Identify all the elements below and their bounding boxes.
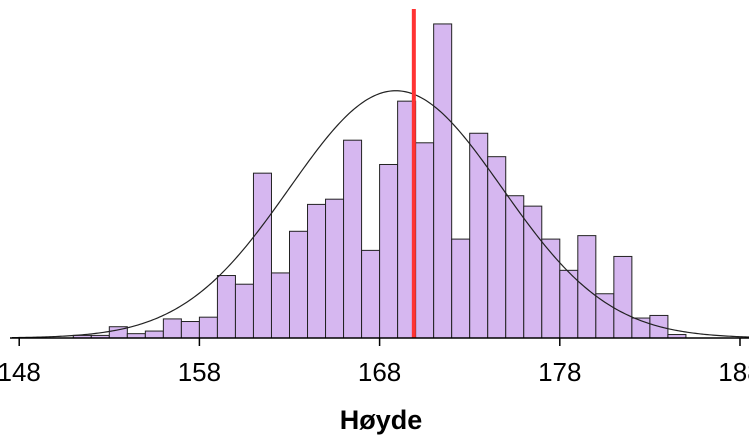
histogram-bar: [252, 172, 272, 339]
histogram-bar: [451, 238, 471, 339]
histogram-bar: [433, 23, 453, 339]
histogram-bar: [523, 205, 543, 339]
x-tick-label: 158: [178, 357, 221, 387]
histogram-bar: [343, 139, 363, 339]
histogram-bar: [505, 195, 525, 339]
normal-curve: [11, 90, 749, 339]
histogram-bar: [559, 269, 579, 339]
histogram-bar: [180, 321, 200, 339]
x-tick-label: 148: [0, 357, 41, 387]
histogram-bar: [541, 238, 561, 339]
histogram-bar: [595, 293, 615, 339]
histogram-bar: [415, 142, 435, 339]
histogram-bar: [289, 230, 309, 339]
histogram-bar: [361, 249, 381, 339]
histogram-bar: [577, 235, 597, 339]
histogram-bar: [270, 272, 291, 339]
histogram-bar: [234, 283, 254, 339]
histogram-bar: [216, 275, 236, 339]
histogram-bar: [144, 330, 164, 339]
histogram-bar: [307, 203, 327, 339]
histogram-bar: [487, 156, 507, 339]
histogram-bar: [325, 198, 345, 339]
x-axis-title: Høyde: [340, 405, 423, 435]
histogram-bars: [72, 23, 687, 339]
histogram-bar: [379, 163, 399, 339]
x-tick-label: 188: [718, 357, 749, 387]
x-axis-ticks: 148 158 168 178 188: [0, 338, 749, 387]
histogram-bar: [198, 316, 218, 339]
x-tick-label: 168: [358, 357, 401, 387]
x-tick-label: 178: [538, 357, 581, 387]
histogram-bar: [162, 318, 182, 339]
histogram-bar: [613, 255, 633, 339]
